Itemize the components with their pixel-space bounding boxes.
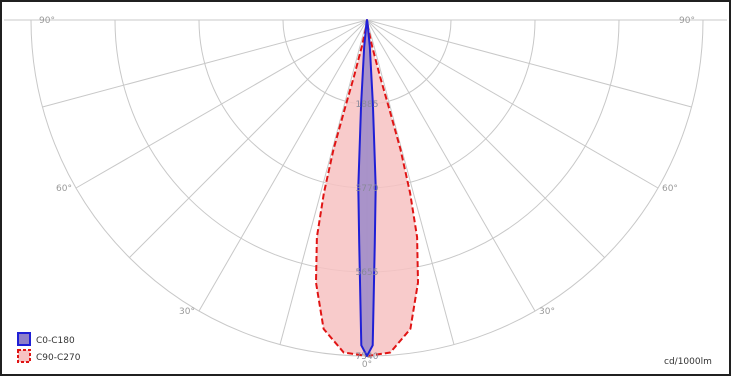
angle-label-60-right: 60°	[662, 184, 678, 194]
ring-label-1: 1885	[356, 100, 379, 110]
angle-label-60-left: 60°	[56, 184, 72, 194]
grid-spoke-15	[366, 19, 455, 345]
angle-label-90-right: 90°	[679, 16, 695, 26]
angle-label-0-center: 0°	[362, 360, 372, 370]
angle-label-30-left: 30°	[179, 307, 195, 317]
grid-spoke-75	[366, 19, 692, 108]
legend-swatch-c0-c180	[17, 332, 31, 346]
angle-label-90-left: 90°	[39, 16, 55, 26]
legend: C0-C180 C90-C270	[17, 332, 81, 363]
legend-label-c90-c270: C90-C270	[36, 353, 81, 363]
ring-label-2: 3770	[356, 184, 379, 194]
unit-label: cd/1000lm	[664, 357, 712, 367]
grid-spoke-45	[129, 19, 368, 258]
polar-grid	[4, 19, 727, 357]
legend-label-c0-c180: C0-C180	[36, 336, 75, 346]
ring-label-3: 5655	[356, 268, 379, 278]
angle-label-30-right: 30°	[539, 307, 555, 317]
series-layer	[315, 19, 419, 357]
legend-swatch-c90-c270	[17, 349, 31, 363]
axis-labels: 1885 3770 5655 7540 90° 90° 60° 60° 30° 30° 0°	[39, 16, 695, 370]
grid-spoke-15	[279, 19, 368, 345]
series-c0-c180	[357, 19, 377, 357]
grid-spoke-75	[42, 19, 368, 108]
grid-spoke-30	[198, 19, 368, 312]
grid-spoke-60	[75, 19, 368, 189]
ring-label-4: 7540	[356, 352, 379, 362]
grid-spoke-30	[366, 19, 536, 312]
grid-spoke-60	[366, 19, 659, 189]
grid-spoke-45	[366, 19, 605, 258]
